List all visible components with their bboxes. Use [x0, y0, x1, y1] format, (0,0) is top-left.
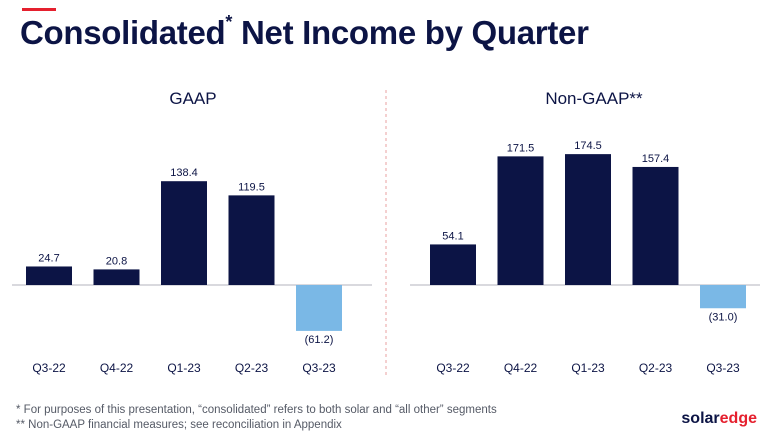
- logo-edge-text: edge: [719, 410, 757, 427]
- non-gaap-bar-q3-23: [700, 285, 746, 309]
- non-gaap-tick-label: Q3-22: [436, 361, 470, 375]
- non-gaap-value-label: 157.4: [642, 153, 670, 165]
- gaap-value-label: 20.8: [106, 255, 127, 267]
- non-gaap-panel-title: Non-GAAP**: [545, 89, 643, 108]
- non-gaap-tick-label: Q3-23: [706, 361, 740, 375]
- non-gaap-value-label: 171.5: [507, 142, 535, 154]
- gaap-bar-q1-23: [161, 181, 207, 285]
- footnote-consolidated: * For purposes of this presentation, “co…: [16, 404, 497, 416]
- non-gaap-bar-q3-22: [430, 244, 476, 285]
- non-gaap-value-label: 54.1: [442, 230, 463, 242]
- gaap-value-label: 119.5: [238, 181, 265, 193]
- non-gaap-bar-q4-22: [497, 156, 544, 285]
- title-rest: Net Income by Quarter: [232, 14, 589, 51]
- non-gaap-value-label: (31.0): [709, 311, 738, 323]
- title-asterisk: *: [225, 12, 233, 32]
- non-gaap-bar-q1-23: [565, 154, 611, 285]
- gaap-bar-q3-22: [26, 266, 72, 285]
- gaap-tick-label: Q4-22: [100, 361, 134, 375]
- title-main: Consolidated: [20, 14, 226, 51]
- gaap-value-label: 138.4: [170, 167, 198, 179]
- non-gaap-bar-q2-23: [632, 166, 679, 285]
- non-gaap-tick-label: Q1-23: [571, 361, 605, 375]
- gaap-value-label: (61.2): [305, 334, 334, 346]
- gaap-bar-q4-22: [93, 269, 140, 285]
- gaap-tick-label: Q3-23: [302, 361, 336, 375]
- gaap-tick-label: Q3-22: [32, 361, 66, 375]
- non-gaap-tick-label: Q4-22: [504, 361, 538, 375]
- gaap-bar-q2-23: [228, 195, 275, 285]
- footnote-non-gaap: ** Non-GAAP financial measures; see reco…: [16, 419, 342, 431]
- solaredge-logo: solaredge: [681, 410, 757, 428]
- gaap-value-label: 24.7: [38, 252, 59, 264]
- accent-bar: [22, 8, 56, 11]
- gaap-tick-label: Q2-23: [235, 361, 269, 375]
- logo-solar-text: solar: [681, 410, 720, 427]
- slide-title: Consolidated* Net Income by Quarter: [20, 12, 589, 52]
- non-gaap-value-label: 174.5: [574, 140, 602, 152]
- gaap-tick-label: Q1-23: [167, 361, 201, 375]
- gaap-panel-title: GAAP: [169, 89, 216, 108]
- non-gaap-tick-label: Q2-23: [639, 361, 673, 375]
- gaap-bar-q3-23: [296, 285, 342, 331]
